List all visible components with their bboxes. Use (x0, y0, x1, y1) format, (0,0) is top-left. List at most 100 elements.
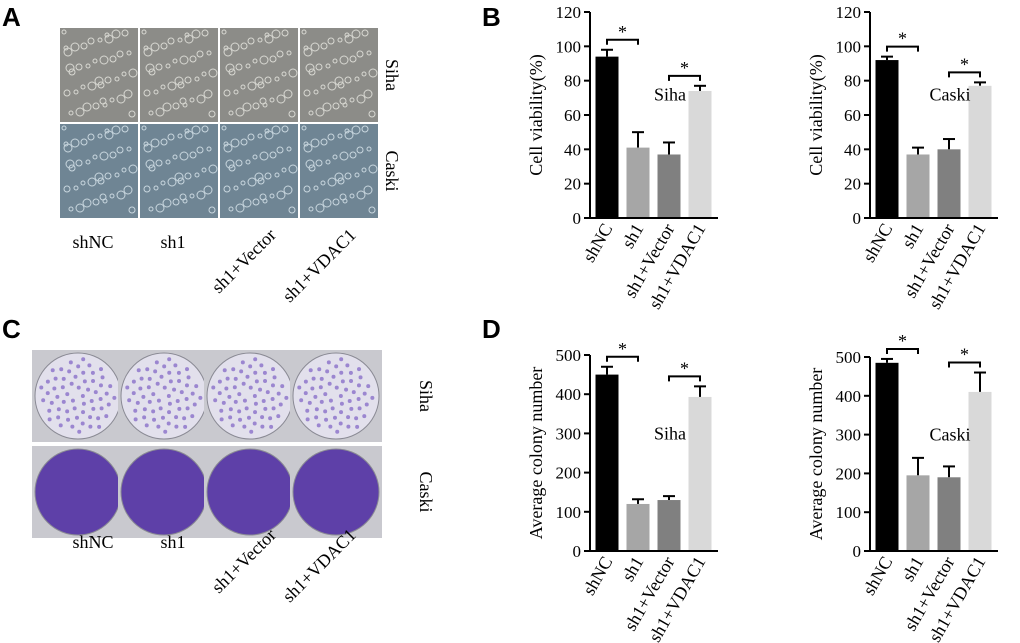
cell (153, 185, 159, 191)
colony (91, 406, 96, 411)
cell (223, 89, 231, 97)
cell (339, 97, 347, 105)
y-tick-label: 0 (573, 542, 582, 561)
colony (174, 424, 179, 429)
cell (143, 141, 149, 147)
colony (213, 398, 218, 403)
colony (142, 415, 147, 420)
cell (247, 133, 255, 141)
cell (240, 138, 248, 146)
significance-label: * (898, 331, 907, 351)
cell (165, 159, 171, 165)
cell (80, 42, 88, 50)
cell (264, 76, 272, 84)
colony (74, 415, 79, 420)
bar (595, 374, 619, 551)
colony (311, 376, 316, 381)
cell (301, 125, 307, 131)
cell (361, 71, 367, 77)
colony (339, 357, 344, 362)
cell (174, 172, 184, 182)
colony (222, 368, 227, 373)
colony (330, 406, 335, 411)
colony (355, 424, 360, 429)
cell (242, 198, 252, 208)
colony (241, 381, 246, 386)
cell (80, 180, 86, 186)
colony (325, 369, 330, 374)
cell (184, 128, 190, 134)
cell (276, 190, 286, 200)
cell (368, 68, 378, 78)
cell (179, 55, 189, 65)
cell (354, 172, 360, 178)
colony (316, 423, 321, 428)
row-label: Caski (416, 471, 436, 512)
cell (167, 177, 177, 187)
cell (349, 151, 357, 159)
colony (314, 407, 319, 412)
colony (139, 376, 144, 381)
cell (281, 71, 287, 77)
y-tick-label: 200 (836, 464, 862, 483)
cell (75, 159, 83, 167)
colony (152, 417, 157, 422)
cell (80, 84, 86, 90)
cell (97, 37, 103, 43)
cell (97, 133, 103, 139)
cell (128, 164, 138, 174)
colony (172, 387, 177, 392)
colony (297, 385, 302, 390)
colony (131, 379, 136, 384)
colony (230, 423, 235, 428)
colony (271, 406, 276, 411)
colony (151, 409, 156, 414)
cell (155, 159, 163, 167)
cell (63, 185, 71, 193)
cell (254, 76, 264, 86)
colony (52, 386, 57, 391)
cell (116, 50, 124, 58)
cell (264, 32, 270, 38)
colony (108, 384, 113, 389)
cell (109, 97, 115, 103)
colony (67, 369, 72, 374)
cell (327, 37, 335, 45)
cell (167, 133, 175, 141)
cell (281, 125, 289, 133)
colony (249, 429, 254, 434)
cell (123, 89, 133, 99)
column-label: sh1 (160, 532, 185, 552)
colony (70, 424, 75, 429)
bar (875, 60, 899, 218)
colony (65, 392, 70, 397)
colony (349, 406, 354, 411)
colony (69, 381, 74, 386)
colony (259, 363, 264, 368)
colony (135, 400, 140, 405)
column-label: shNC (72, 232, 113, 252)
cell (344, 172, 352, 180)
colony (303, 391, 308, 396)
cell (337, 133, 343, 139)
cell (349, 193, 355, 199)
colony (145, 367, 150, 372)
colony (66, 417, 71, 422)
colony (185, 406, 190, 411)
bar (906, 154, 930, 218)
cell (179, 193, 187, 201)
colony (238, 417, 243, 422)
cell (288, 164, 298, 174)
cell (92, 58, 98, 64)
cell (223, 185, 231, 193)
cell (87, 177, 97, 187)
cell (160, 84, 166, 90)
colony (357, 367, 362, 372)
cell (225, 63, 235, 73)
colony (340, 379, 345, 384)
colony (237, 392, 242, 397)
colony (305, 408, 310, 413)
cell (356, 50, 364, 58)
cell (160, 180, 166, 186)
colony (86, 387, 91, 392)
